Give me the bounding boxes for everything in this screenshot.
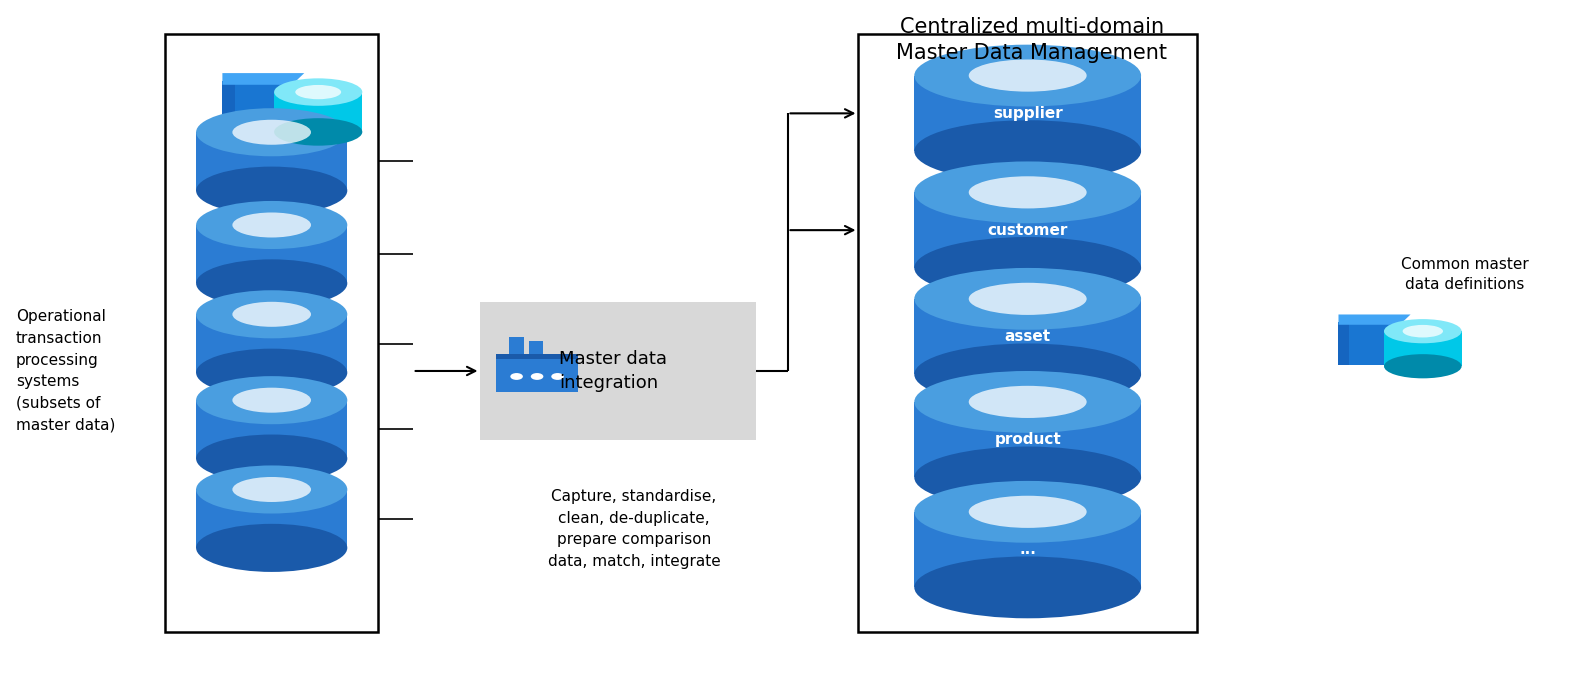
Ellipse shape [233, 387, 310, 413]
Ellipse shape [913, 371, 1140, 433]
Ellipse shape [913, 237, 1140, 299]
Polygon shape [195, 225, 346, 284]
Ellipse shape [233, 212, 310, 238]
Polygon shape [1339, 315, 1411, 325]
Polygon shape [913, 402, 1140, 477]
Text: ...: ... [1019, 542, 1036, 557]
Bar [480, 302, 756, 440]
Polygon shape [195, 315, 346, 372]
Ellipse shape [195, 291, 346, 339]
Bar [496, 359, 578, 392]
Polygon shape [195, 489, 346, 548]
Ellipse shape [195, 109, 346, 157]
Ellipse shape [195, 167, 346, 214]
Text: Common master
data definitions: Common master data definitions [1400, 258, 1529, 292]
Polygon shape [913, 192, 1140, 268]
Ellipse shape [969, 60, 1087, 91]
Text: customer: customer [988, 223, 1068, 238]
Polygon shape [913, 512, 1140, 587]
Ellipse shape [195, 435, 346, 482]
Ellipse shape [913, 268, 1140, 330]
Ellipse shape [969, 386, 1087, 418]
Ellipse shape [913, 120, 1140, 182]
Ellipse shape [531, 373, 543, 380]
Ellipse shape [295, 85, 342, 99]
Ellipse shape [274, 78, 362, 106]
Ellipse shape [195, 376, 346, 425]
Ellipse shape [969, 496, 1087, 528]
Bar [165, 34, 378, 632]
Bar [496, 354, 578, 361]
Ellipse shape [913, 556, 1140, 618]
Ellipse shape [233, 120, 310, 145]
Ellipse shape [195, 201, 346, 249]
Bar [858, 34, 1197, 632]
Ellipse shape [195, 524, 346, 572]
Ellipse shape [195, 466, 346, 514]
Ellipse shape [195, 260, 346, 308]
Ellipse shape [195, 349, 346, 397]
Text: supplier: supplier [992, 106, 1063, 121]
Ellipse shape [1403, 325, 1443, 337]
Bar [529, 341, 543, 359]
Text: Centralized multi-domain
Master Data Management: Centralized multi-domain Master Data Man… [896, 17, 1167, 63]
Polygon shape [913, 299, 1140, 374]
Bar [235, 81, 304, 131]
Bar [509, 337, 524, 359]
Bar [1339, 322, 1411, 365]
Ellipse shape [233, 302, 310, 327]
Text: product: product [994, 432, 1062, 447]
Ellipse shape [913, 481, 1140, 543]
Ellipse shape [913, 447, 1140, 508]
Polygon shape [195, 132, 346, 191]
Ellipse shape [913, 344, 1140, 405]
Text: Capture, standardise,
clean, de-duplicate,
prepare comparison
data, match, integ: Capture, standardise, clean, de-duplicat… [548, 489, 720, 569]
Bar [1350, 322, 1411, 365]
Ellipse shape [233, 477, 310, 502]
Text: Master data
integration: Master data integration [559, 350, 668, 392]
Ellipse shape [913, 45, 1140, 106]
Ellipse shape [1384, 354, 1462, 379]
Polygon shape [274, 92, 362, 132]
Ellipse shape [969, 177, 1087, 208]
Ellipse shape [969, 283, 1087, 315]
Polygon shape [222, 73, 304, 85]
Ellipse shape [274, 118, 362, 146]
Text: Operational
transaction
processing
systems
(subsets of
master data): Operational transaction processing syste… [16, 309, 115, 433]
Text: asset: asset [1005, 329, 1051, 344]
Ellipse shape [510, 373, 523, 380]
Ellipse shape [913, 161, 1140, 223]
Polygon shape [913, 76, 1140, 151]
Polygon shape [1384, 331, 1462, 366]
Ellipse shape [551, 373, 564, 380]
Polygon shape [195, 400, 346, 459]
Ellipse shape [1384, 319, 1462, 344]
Bar [222, 81, 304, 131]
